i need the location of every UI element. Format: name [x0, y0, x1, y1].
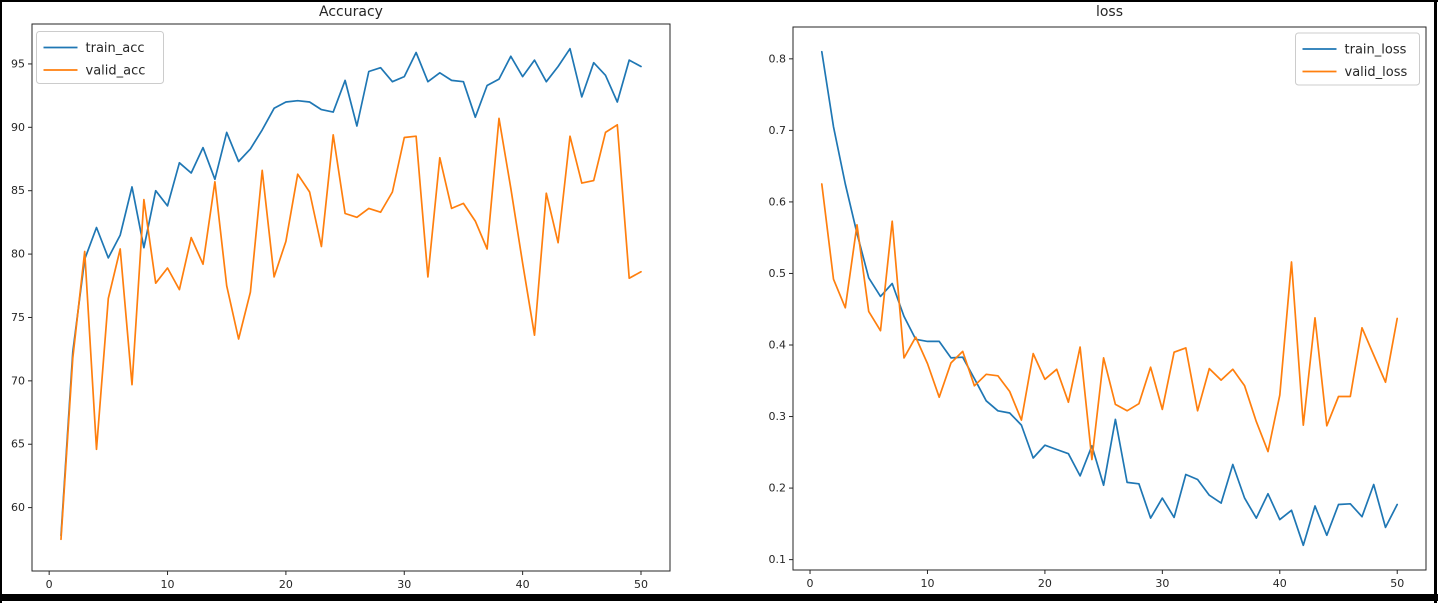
- loss-y-tick-label: 0.6: [769, 195, 787, 208]
- accuracy-valid_acc-line: [60, 117, 642, 541]
- accuracy-y-tick-label: 75: [11, 311, 25, 324]
- accuracy-plot-frame: [31, 23, 671, 572]
- accuracy-x-tick-label: 0: [46, 578, 53, 591]
- loss-train_loss-line: [820, 50, 1399, 547]
- window-border-top: [0, 0, 1438, 2]
- loss-y-tick-label: 0.4: [769, 339, 787, 352]
- accuracy-x-tick-label: 10: [161, 578, 175, 591]
- loss-valid_loss-line: [820, 183, 1399, 461]
- accuracy-x-tick-label: 50: [634, 578, 648, 591]
- loss-legend: train_loss valid_loss: [1295, 32, 1420, 86]
- accuracy-legend-label-train_acc: train_acc: [86, 41, 145, 56]
- loss-y-tick-label: 0.2: [769, 482, 787, 495]
- accuracy-y-tick-label: 70: [11, 374, 25, 387]
- accuracy-y-tick-label: 65: [11, 438, 25, 451]
- accuracy-x-tick-label: 30: [397, 578, 411, 591]
- loss-x-tick-label: 40: [1273, 577, 1287, 590]
- loss-y-tick-label: 0.8: [769, 52, 787, 65]
- loss-x-tick-label: 0: [807, 577, 814, 590]
- loss-y-tick-label: 0.1: [769, 553, 787, 566]
- accuracy-legend-label-valid_acc: valid_acc: [86, 64, 146, 79]
- loss-title: loss: [1096, 4, 1123, 20]
- loss-y-tick-label: 0.5: [769, 267, 787, 280]
- loss-x-tick-label: 30: [1155, 577, 1169, 590]
- accuracy-y-tick-label: 80: [11, 248, 25, 261]
- accuracy-legend: train_acc valid_acc: [36, 31, 164, 84]
- accuracy-y-tick-label: 60: [11, 501, 25, 514]
- accuracy-x-tick-label: 40: [516, 578, 530, 591]
- loss-legend-label-train_loss: train_loss: [1345, 43, 1407, 58]
- loss-y-tick-label: 0.3: [769, 410, 787, 423]
- window-border-left: [0, 0, 2, 603]
- loss-x-tick-label: 20: [1038, 577, 1052, 590]
- accuracy-axes: 0 10 20 30 40 50 60 65 70 75 80 85 90 95 Accuracy train…: [11, 4, 671, 591]
- accuracy-y-tick-label: 95: [11, 57, 25, 70]
- loss-x-tick-label: 50: [1390, 577, 1404, 590]
- loss-legend-label-valid_loss: valid_loss: [1345, 65, 1408, 80]
- window-border-right: [1434, 0, 1437, 603]
- window-border-bottom: [0, 594, 1438, 601]
- loss-x-tick-label: 10: [920, 577, 934, 590]
- accuracy-title: Accuracy: [319, 4, 383, 20]
- loss-plot-frame: [792, 26, 1427, 571]
- loss-axes: 0 10 20 30 40 50 0.1 0.2 0.3 0.4 0.5 0.6 0.7 0.8 loss t…: [769, 4, 1427, 590]
- loss-y-tick-label: 0.7: [769, 124, 787, 137]
- accuracy-train_acc-line: [60, 47, 642, 537]
- accuracy-y-tick-label: 90: [11, 121, 25, 134]
- accuracy-x-tick-label: 20: [279, 578, 293, 591]
- accuracy-y-tick-label: 85: [11, 184, 25, 197]
